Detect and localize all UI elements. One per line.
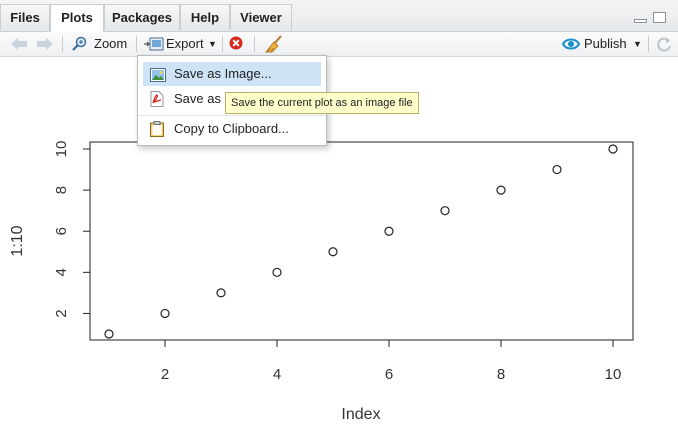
menu-item-copy-to-clipboard[interactable]: Copy to Clipboard... <box>143 117 321 141</box>
tab-viewer-label: Viewer <box>240 10 282 25</box>
pdf-icon <box>150 91 164 115</box>
tab-plots[interactable]: Plots <box>50 4 104 32</box>
data-point <box>552 164 562 175</box>
publish-button[interactable]: Publish <box>584 36 627 51</box>
image-icon <box>150 66 166 90</box>
export-dropdown-caret-icon[interactable]: ▼ <box>208 39 217 49</box>
pane-tab-bar: Files Plots Packages Help Viewer <box>0 0 678 32</box>
back-arrow-icon[interactable] <box>10 37 28 51</box>
minimize-pane-button[interactable] <box>634 19 647 23</box>
export-button[interactable]: Export <box>166 36 204 51</box>
remove-plot-icon[interactable] <box>229 36 243 50</box>
data-point <box>216 288 226 298</box>
forward-arrow-icon[interactable] <box>36 37 54 51</box>
menu-separator <box>138 115 326 116</box>
data-point <box>272 267 282 277</box>
data-point <box>384 226 394 236</box>
x-tick-label: 8 <box>497 366 505 383</box>
y-tick-label: 2 <box>53 309 70 317</box>
zoom-icon[interactable] <box>71 36 89 52</box>
export-icon[interactable] <box>144 37 164 51</box>
plot-marks: 2 4 6 8 10 2 4 6 8 10 <box>53 141 621 383</box>
maximize-pane-button[interactable] <box>653 12 666 23</box>
data-point <box>104 329 114 339</box>
tooltip: Save the current plot as an image file <box>225 92 419 114</box>
tab-files-label: Files <box>10 10 40 25</box>
refresh-icon[interactable] <box>656 36 672 52</box>
x-tick-label: 2 <box>161 366 169 383</box>
y-axis-title: 1:10 <box>9 225 26 256</box>
y-tick-label: 6 <box>53 227 70 235</box>
data-point <box>328 247 338 257</box>
broom-clear-all-icon[interactable] <box>264 35 284 53</box>
menu-item-save-as-image[interactable]: Save as Image... <box>143 62 321 86</box>
tab-packages-label: Packages <box>112 10 172 25</box>
toolbar-separator <box>136 36 137 52</box>
zoom-button[interactable]: Zoom <box>94 36 128 51</box>
y-tick-label: 10 <box>53 141 70 158</box>
tab-plots-label: Plots <box>61 10 93 25</box>
scatter-plot: 2 4 6 8 10 2 4 6 8 10 Index 1:10 <box>9 141 634 423</box>
x-tick-label: 4 <box>273 366 281 383</box>
x-tick-label: 6 <box>385 366 393 383</box>
plots-toolbar: Zoom Export ▼ Publish ▼ <box>0 32 678 57</box>
y-tick-label: 8 <box>53 186 70 194</box>
tab-packages[interactable]: Packages <box>104 4 180 30</box>
plot-frame <box>89 141 634 341</box>
tab-viewer[interactable]: Viewer <box>230 4 292 30</box>
publish-icon[interactable] <box>561 37 581 51</box>
tab-files[interactable]: Files <box>0 4 50 30</box>
tab-help-label: Help <box>190 10 220 25</box>
y-tick-label: 4 <box>53 268 70 276</box>
x-tick-label: 10 <box>605 366 622 383</box>
clipboard-icon <box>150 121 164 145</box>
tab-help[interactable]: Help <box>180 4 230 30</box>
x-axis-title: Index <box>341 406 380 423</box>
toolbar-separator <box>222 36 223 52</box>
menu-item-label: Save as Image... <box>174 66 272 81</box>
publish-dropdown-caret-icon[interactable]: ▼ <box>633 39 642 49</box>
data-point <box>160 308 170 319</box>
toolbar-separator <box>62 36 63 52</box>
toolbar-separator <box>648 36 649 52</box>
data-point <box>608 144 618 154</box>
toolbar-separator <box>254 36 255 52</box>
data-point <box>496 185 506 195</box>
menu-item-label: Copy to Clipboard... <box>174 121 289 136</box>
data-point <box>440 206 450 216</box>
